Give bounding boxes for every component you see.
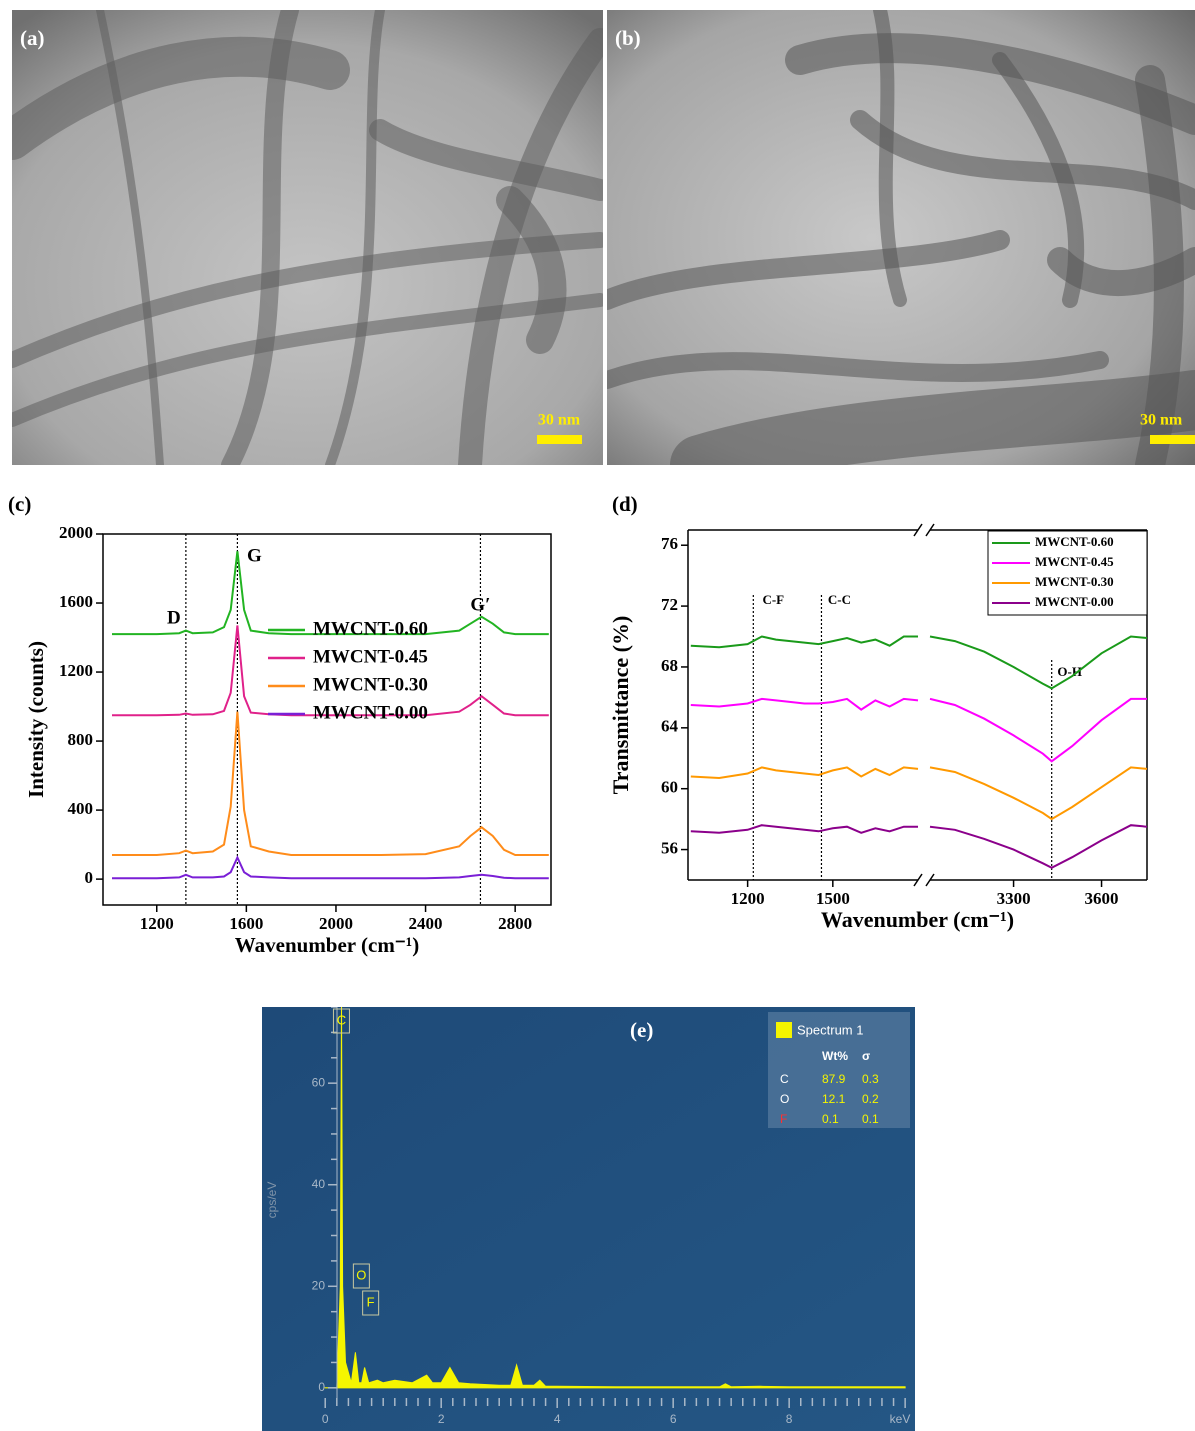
x-tick-label: 3600: [1085, 889, 1119, 908]
table-value: 0.1: [822, 1112, 839, 1126]
figure: (a) 30 nm (b) 30 nm (c)12001600200024002…: [0, 0, 1195, 1431]
y-tick-label: 60: [312, 1075, 326, 1089]
scale-bar-label: 30 nm: [538, 412, 581, 429]
annotation: G: [247, 545, 262, 566]
table-title: Spectrum 1: [797, 1022, 863, 1037]
table-header: σ: [862, 1049, 870, 1063]
series-line: [691, 825, 918, 833]
x-axis-title: Wavenumber (cm⁻¹): [821, 907, 1014, 932]
panel-label: (a): [20, 26, 45, 50]
chart-0: (c) 1200 1600 2000 2400 2800 0 400 800 1200 1600 20…: [8, 492, 551, 957]
table-element: F: [780, 1112, 787, 1126]
legend-label: MWCNT-0.45: [1035, 554, 1114, 569]
x-tick-label: 4: [554, 1412, 561, 1426]
scale-bar: [537, 435, 582, 444]
series-line: [112, 858, 549, 879]
y-tick-label: 0: [318, 1380, 325, 1394]
peak-label: O: [356, 1267, 366, 1282]
legend-label: MWCNT-0.45: [313, 646, 428, 667]
panel-label: (b): [615, 26, 641, 50]
legend-label: MWCNT-0.30: [313, 674, 428, 695]
x-tick-label: 1200: [731, 889, 765, 908]
y-tick-label: 1600: [59, 592, 93, 611]
y-tick-label: 60: [661, 778, 678, 797]
table-swatch: [776, 1022, 792, 1038]
y-axis-title: Intensity (counts): [24, 641, 48, 798]
x-tick-label: 1600: [229, 914, 263, 933]
y-axis-title: Transmittance (%): [608, 616, 633, 795]
x-axis-title: Wavenumber (cm⁻¹): [235, 933, 419, 957]
scale-bar-label: 30 nm: [1140, 412, 1183, 429]
series-line: [930, 825, 1147, 868]
table-value: 87.9: [822, 1072, 846, 1086]
y-tick-label: 72: [661, 595, 678, 614]
annotation: C-C: [828, 592, 851, 607]
legend-label: MWCNT-0.60: [313, 618, 428, 639]
peak-label: F: [367, 1294, 375, 1309]
y-tick-label: 0: [85, 868, 94, 887]
y-tick-label: 56: [661, 838, 678, 857]
x-tick-label: 2400: [409, 914, 443, 933]
table-value: 0.2: [862, 1092, 879, 1106]
table-element: C: [780, 1072, 789, 1086]
x-tick-label: 2000: [319, 914, 353, 933]
y-axis-title: cps/eV: [265, 1182, 279, 1219]
x-tick-label: 6: [670, 1412, 677, 1426]
series-group: [691, 637, 1147, 868]
table-element: O: [780, 1092, 789, 1106]
y-tick-label: 64: [661, 717, 679, 736]
legend-label: MWCNT-0.00: [313, 702, 428, 723]
y-tick-label: 2000: [59, 523, 93, 542]
series-line: [930, 699, 1147, 761]
series-line: [112, 712, 549, 855]
annotation: D: [167, 607, 181, 628]
panel-label: (d): [612, 492, 638, 516]
x-tick-label: 1200: [140, 914, 174, 933]
y-tick-label: 400: [68, 799, 94, 818]
table-value: 12.1: [822, 1092, 846, 1106]
scale-bar: [1150, 435, 1195, 444]
y-tick-label: 1200: [59, 661, 93, 680]
tem-image-a: [12, 10, 603, 465]
panel-label: (e): [630, 1018, 653, 1042]
legend-label: MWCNT-0.00: [1035, 594, 1114, 609]
y-tick-label: 68: [661, 656, 678, 675]
x-tick-label: 2800: [498, 914, 532, 933]
panel-label: (c): [8, 492, 31, 516]
y-tick-label: 20: [312, 1278, 326, 1292]
x-tick-label: 8: [786, 1412, 793, 1426]
peak-label: C: [337, 1012, 346, 1027]
series-line: [691, 767, 918, 778]
legend-label: MWCNT-0.60: [1035, 534, 1114, 549]
table-value: 0.1: [862, 1112, 879, 1126]
series-line: [691, 637, 918, 648]
tem-image-b: [607, 10, 1195, 465]
x-axis-title: keV: [890, 1412, 911, 1426]
table-value: 0.3: [862, 1072, 879, 1086]
x-tick-label: 1500: [816, 889, 850, 908]
series-line: [930, 637, 1147, 689]
x-tick-label: 3300: [997, 889, 1031, 908]
annotation: C-F: [762, 592, 784, 607]
y-tick-label: 76: [661, 534, 678, 553]
table-header: Wt%: [822, 1049, 848, 1063]
chart-1: (d) 1200 1500 3300 3600 56 60 64 68 72 76 Wavenumbe…: [608, 492, 1147, 932]
y-tick-label: 40: [312, 1177, 326, 1191]
x-tick-label: 2: [438, 1412, 445, 1426]
series-line: [930, 767, 1147, 819]
legend-label: MWCNT-0.30: [1035, 574, 1114, 589]
y-tick-label: 800: [68, 730, 94, 749]
annotation: G′: [470, 594, 490, 615]
x-tick-label: 0: [322, 1412, 329, 1426]
series-line: [691, 699, 918, 710]
